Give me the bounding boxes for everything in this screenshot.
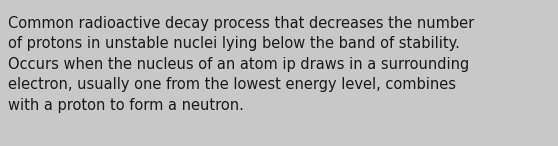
Text: Common radioactive decay process that decreases the number
of protons in unstabl: Common radioactive decay process that de… xyxy=(8,16,474,113)
